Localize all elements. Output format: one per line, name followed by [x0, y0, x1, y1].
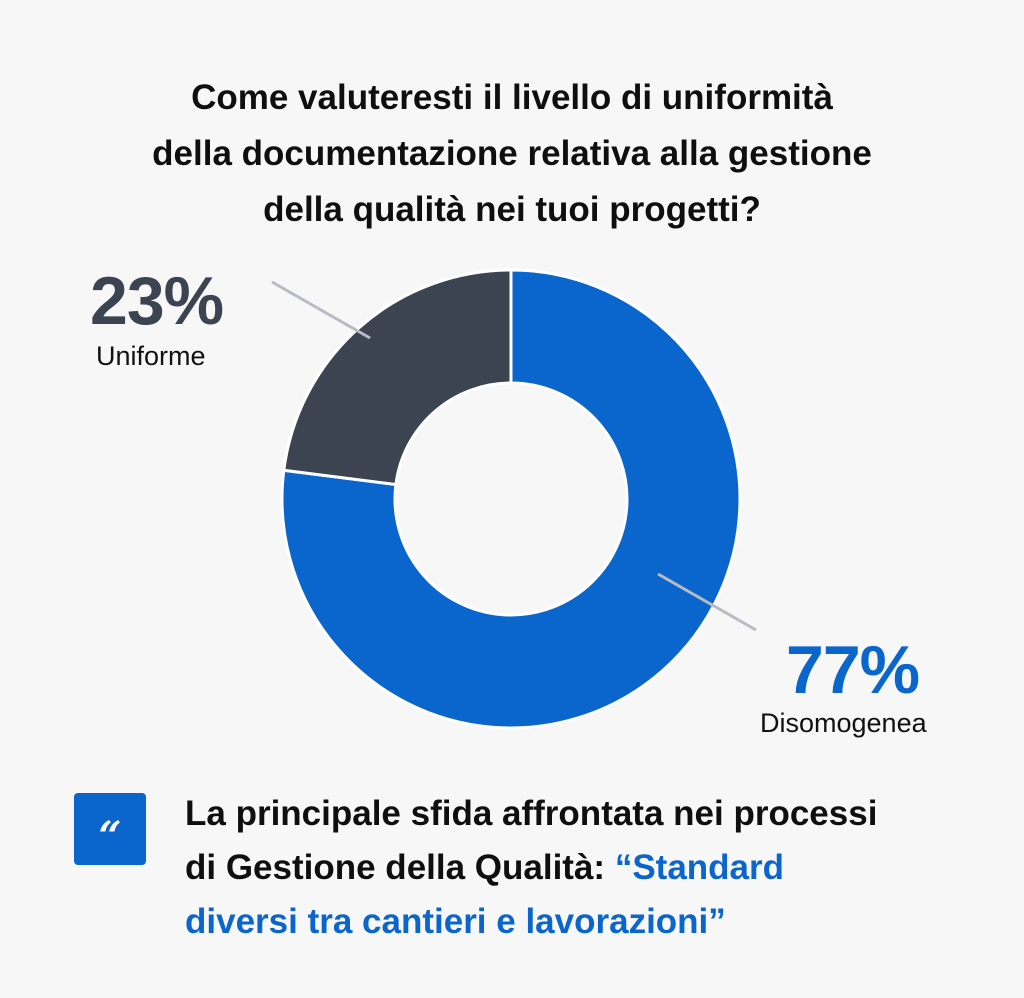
title-line-3: della qualità nei tuoi progetti?	[263, 190, 761, 229]
title-line-2: della documentazione relativa alla gesti…	[152, 134, 872, 173]
uniforme-percent: 23%	[90, 263, 224, 339]
title-line-1: Come valuteresti il livello di uniformit…	[191, 78, 833, 117]
quote-highlight-1: “Standard	[614, 848, 785, 887]
disomogenea-percent: 77%	[786, 632, 920, 708]
disomogenea-label: Disomogenea	[760, 708, 927, 738]
leader-line-disomogenea	[657, 572, 757, 632]
chart-title: Come valuteresti il livello di uniformit…	[62, 70, 962, 238]
leader-line-uniforme	[271, 280, 371, 340]
quote-icon: “	[74, 793, 146, 865]
slice-disomogenea	[280, 268, 742, 730]
quote-line-2: di Gestione della Qualità:	[185, 848, 615, 887]
quote-text: La principale sfida affrontata nei proce…	[185, 787, 975, 949]
uniforme-label: Uniforme	[96, 341, 206, 371]
slice-uniforme	[282, 268, 513, 487]
quote-line-1: La principale sfida affrontata nei proce…	[185, 794, 878, 833]
quote-highlight-2: diversi tra cantieri e lavorazioni”	[185, 902, 726, 941]
